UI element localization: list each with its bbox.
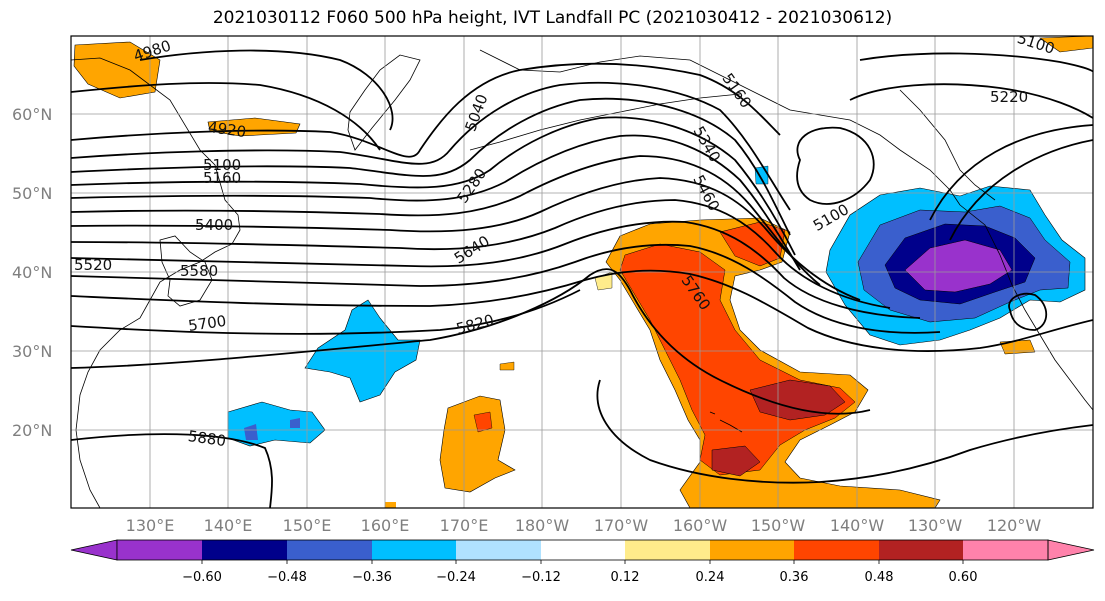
colorbar-tick: 0.48 bbox=[865, 570, 894, 585]
lat-label: 40°N bbox=[12, 263, 52, 282]
lon-label: 130°W bbox=[908, 516, 963, 535]
ivt-shading bbox=[73, 36, 1093, 508]
coast-kamchatka bbox=[347, 54, 421, 151]
lon-label: 180°W bbox=[515, 516, 570, 535]
colorbar-min-extend bbox=[70, 539, 118, 561]
colorbar-bin bbox=[963, 540, 1048, 560]
colorbar-bin bbox=[202, 540, 287, 560]
lat-label: 50°N bbox=[12, 184, 52, 203]
colorbar-bin bbox=[456, 540, 541, 560]
colorbar-tick: 0.24 bbox=[696, 570, 725, 585]
colorbar-tick: −0.36 bbox=[352, 570, 392, 585]
shade-darkred-1 bbox=[749, 379, 846, 421]
coast-bc bbox=[899, 89, 996, 201]
colorbar-bin bbox=[879, 540, 963, 560]
height-contours bbox=[71, 49, 1093, 508]
lat-label: 60°N bbox=[12, 105, 52, 124]
lon-label: 160°W bbox=[673, 516, 728, 535]
colorbar-tick: −0.12 bbox=[521, 570, 561, 585]
coast-namerica bbox=[959, 204, 1093, 411]
contour-label: 5100 bbox=[203, 156, 241, 174]
colorbar-tick: −0.24 bbox=[436, 570, 476, 585]
contour-label: 5220 bbox=[990, 88, 1028, 106]
lat-labels: 60°N 50°N 40°N 30°N 20°N bbox=[12, 105, 52, 440]
colorbar-bin bbox=[117, 540, 202, 560]
coast-alaska bbox=[479, 49, 961, 206]
map-frame bbox=[70, 35, 1094, 509]
coastlines bbox=[71, 49, 1093, 508]
colorbar-bin bbox=[710, 540, 794, 560]
colorbar-max-extend bbox=[1047, 539, 1095, 561]
lon-label: 140°W bbox=[830, 516, 885, 535]
colorbar-tick: 0.12 bbox=[611, 570, 640, 585]
lon-label: 150°E bbox=[283, 516, 332, 535]
contour-label: 5400 bbox=[195, 216, 233, 234]
contour-label: 5700 bbox=[187, 312, 227, 335]
map-title: 2021030112 F060 500 hPa height, IVT Land… bbox=[212, 8, 893, 28]
lon-label: 130°E bbox=[126, 516, 175, 535]
colorbar-bin bbox=[625, 540, 710, 560]
colorbar-bin bbox=[794, 540, 879, 560]
colorbar-bin bbox=[372, 540, 456, 560]
lon-label: 170°E bbox=[440, 516, 489, 535]
lon-label: 140°E bbox=[204, 516, 253, 535]
shade-subtrop-orange bbox=[439, 395, 516, 493]
contour-label: 5520 bbox=[74, 256, 112, 274]
lon-labels: 130°E 140°E 150°E 160°E 170°E 180°W 170°… bbox=[126, 516, 1042, 535]
lon-label: 150°W bbox=[751, 516, 806, 535]
colorbar-tick: 0.60 bbox=[949, 570, 978, 585]
colorbar-bin bbox=[287, 540, 372, 560]
lon-label: 170°W bbox=[594, 516, 649, 535]
contour-label: 4920 bbox=[207, 118, 247, 141]
lat-label: 30°N bbox=[12, 342, 52, 361]
contour-label: 5160 bbox=[203, 169, 241, 187]
contour-label: 5880 bbox=[187, 427, 227, 450]
colorbar: −0.60 −0.48 −0.36 −0.24 −0.12 0.12 0.24 … bbox=[70, 539, 1095, 585]
colorbar-tick: −0.48 bbox=[267, 570, 307, 585]
colorbar-tick: −0.60 bbox=[182, 570, 222, 585]
lon-label: 160°E bbox=[361, 516, 410, 535]
shade-nw-orange bbox=[73, 41, 161, 99]
lat-label: 20°N bbox=[12, 421, 52, 440]
colorbar-tick: 0.36 bbox=[780, 570, 809, 585]
colorbar-bin bbox=[541, 540, 625, 560]
coast-japan bbox=[159, 235, 213, 307]
lon-label: 120°W bbox=[987, 516, 1042, 535]
contour-label: 5580 bbox=[180, 262, 218, 280]
coast-asia bbox=[71, 57, 241, 508]
shade-darkred-2 bbox=[711, 445, 761, 477]
